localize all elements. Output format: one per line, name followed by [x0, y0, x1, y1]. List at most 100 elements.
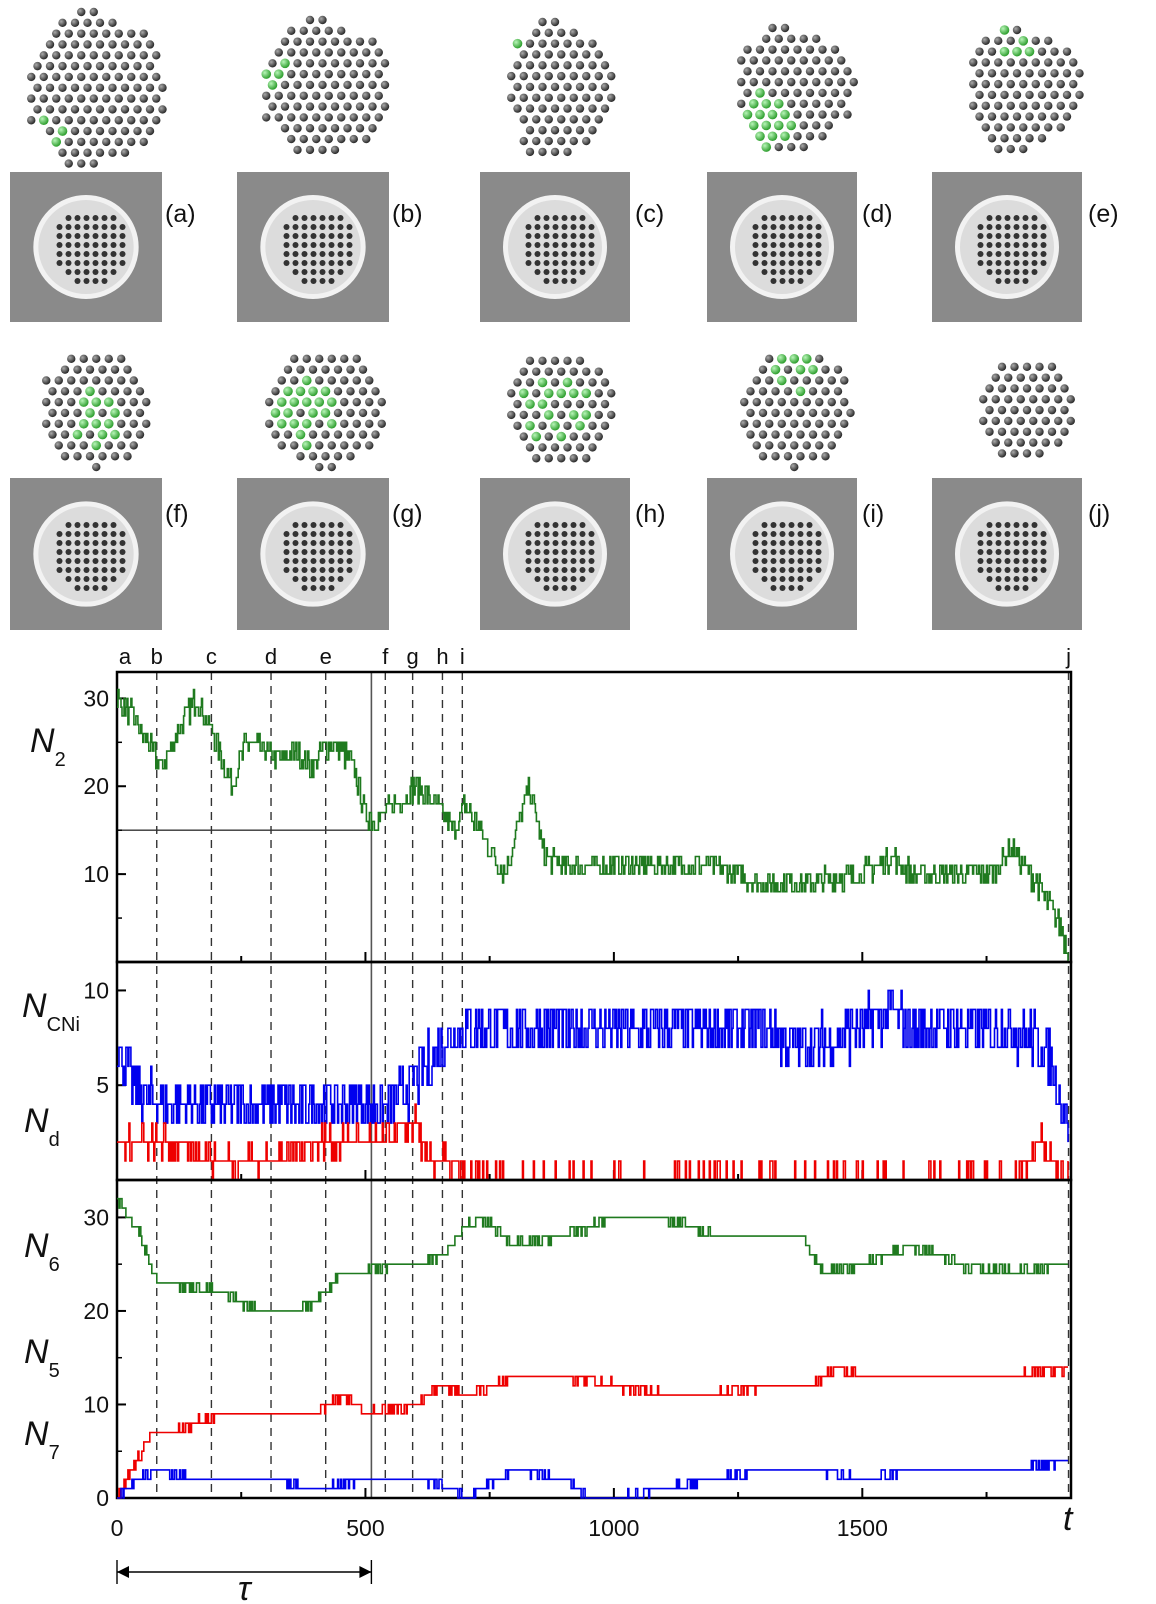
tem-dot: [92, 215, 99, 221]
carbon-atom: [1006, 144, 1015, 154]
carbon-atom: [765, 354, 774, 364]
carbon-atom: [1006, 36, 1015, 46]
tem-dot: [588, 531, 595, 537]
carbon-atom: [594, 93, 603, 102]
carbon-atom: [365, 397, 374, 407]
tem-dot: [770, 251, 777, 257]
carbon-atom: [607, 410, 616, 420]
tem-dot: [579, 558, 586, 564]
tem-dot: [977, 233, 984, 239]
tem-dot: [770, 224, 777, 230]
carbon-atom: [994, 36, 1003, 46]
tem-dot: [283, 251, 290, 257]
tem-dot: [119, 251, 126, 257]
nickel-atom: [575, 420, 585, 431]
carbon-atom: [768, 23, 777, 33]
carbon-atom: [802, 376, 811, 385]
carbon-atom: [296, 365, 305, 374]
carbon-atom: [312, 134, 321, 144]
tem-dot: [346, 567, 353, 573]
carbon-atom: [337, 48, 346, 57]
carbon-atom: [525, 104, 535, 113]
carbon-atom: [365, 419, 374, 428]
carbon-atom: [1012, 90, 1022, 100]
tem-dot: [346, 233, 353, 239]
tem-dot: [1022, 242, 1029, 248]
ring-count-subplot: 0 10 20 30 N6 N5 N7: [24, 1178, 1073, 1511]
carbon-atom: [1025, 134, 1034, 143]
carbon-atom: [70, 61, 80, 71]
tem-dot: [806, 260, 813, 266]
tem-dot: [806, 540, 813, 546]
tem-dot: [797, 215, 804, 221]
nickel-atom: [267, 80, 278, 90]
tem-dot: [779, 278, 786, 284]
carbon-atom: [563, 104, 572, 113]
nickel-atom: [581, 388, 592, 399]
carbon-atom: [1031, 79, 1040, 89]
tem-dot: [319, 224, 326, 230]
tem-image: [480, 172, 630, 322]
tem-dot: [283, 558, 290, 564]
carbon-atom: [588, 378, 597, 387]
carbon-atom: [305, 102, 315, 111]
carbon-atom: [145, 105, 155, 114]
tem-dot: [1004, 233, 1011, 239]
carbon-atom: [981, 101, 990, 110]
tem-dot: [797, 260, 804, 266]
carbon-atom: [77, 159, 86, 168]
tem-dot: [815, 540, 822, 546]
tem-dot: [1040, 242, 1047, 248]
carbon-atom: [330, 124, 340, 133]
tem-dot: [101, 585, 108, 591]
carbon-atom: [133, 83, 142, 92]
tem-image: [237, 172, 389, 322]
carbon-atom: [1022, 405, 1032, 415]
carbon-atom: [114, 72, 123, 82]
carbon-atom: [265, 419, 274, 428]
tem-dot: [788, 567, 795, 573]
carbon-atom: [340, 441, 349, 450]
carbon-atom: [54, 397, 63, 407]
carbon-atom: [765, 441, 774, 450]
carbon-atom: [120, 61, 130, 71]
tem-dot: [770, 269, 777, 275]
carbon-atom: [293, 59, 302, 68]
carbon-atom: [1019, 79, 1028, 89]
tem-dot: [570, 215, 577, 221]
tem-dot: [770, 585, 777, 591]
tem-dot: [1022, 269, 1029, 275]
atomic-structure: [507, 17, 616, 157]
tem-dot: [797, 549, 804, 555]
tem-dot: [319, 558, 326, 564]
panel-d: (d): [707, 23, 893, 322]
tem-dot: [110, 531, 117, 537]
tem-dot: [346, 224, 353, 230]
simulation-panels: (a) (b) (c) (d) (e) (f) (g) (h) (i) (j): [10, 7, 1119, 630]
tem-dot: [770, 522, 777, 528]
panel-label: (e): [1088, 200, 1119, 228]
carbon-atom: [749, 77, 758, 87]
carbon-atom: [1010, 427, 1019, 436]
carbon-atom: [315, 376, 324, 385]
carbon-atom: [538, 61, 547, 70]
carbon-atom: [104, 354, 113, 364]
panel-h: (h): [480, 356, 666, 630]
tem-dot: [534, 224, 541, 230]
tem-dot: [328, 224, 335, 230]
tem-dot: [310, 242, 317, 248]
carbon-atom: [129, 419, 138, 428]
carbon-atom: [987, 47, 997, 56]
tem-dot: [1022, 531, 1029, 537]
carbon-atom: [362, 69, 371, 79]
tem-dot: [752, 224, 759, 230]
carbon-atom: [127, 137, 136, 147]
tem-dot: [83, 242, 90, 248]
carbon-atom: [994, 123, 1003, 132]
tem-dot: [319, 585, 326, 591]
carbon-atom: [42, 376, 51, 385]
carbon-atom: [1062, 90, 1072, 100]
panel-label: (d): [862, 200, 893, 228]
tem-dot: [83, 522, 90, 528]
